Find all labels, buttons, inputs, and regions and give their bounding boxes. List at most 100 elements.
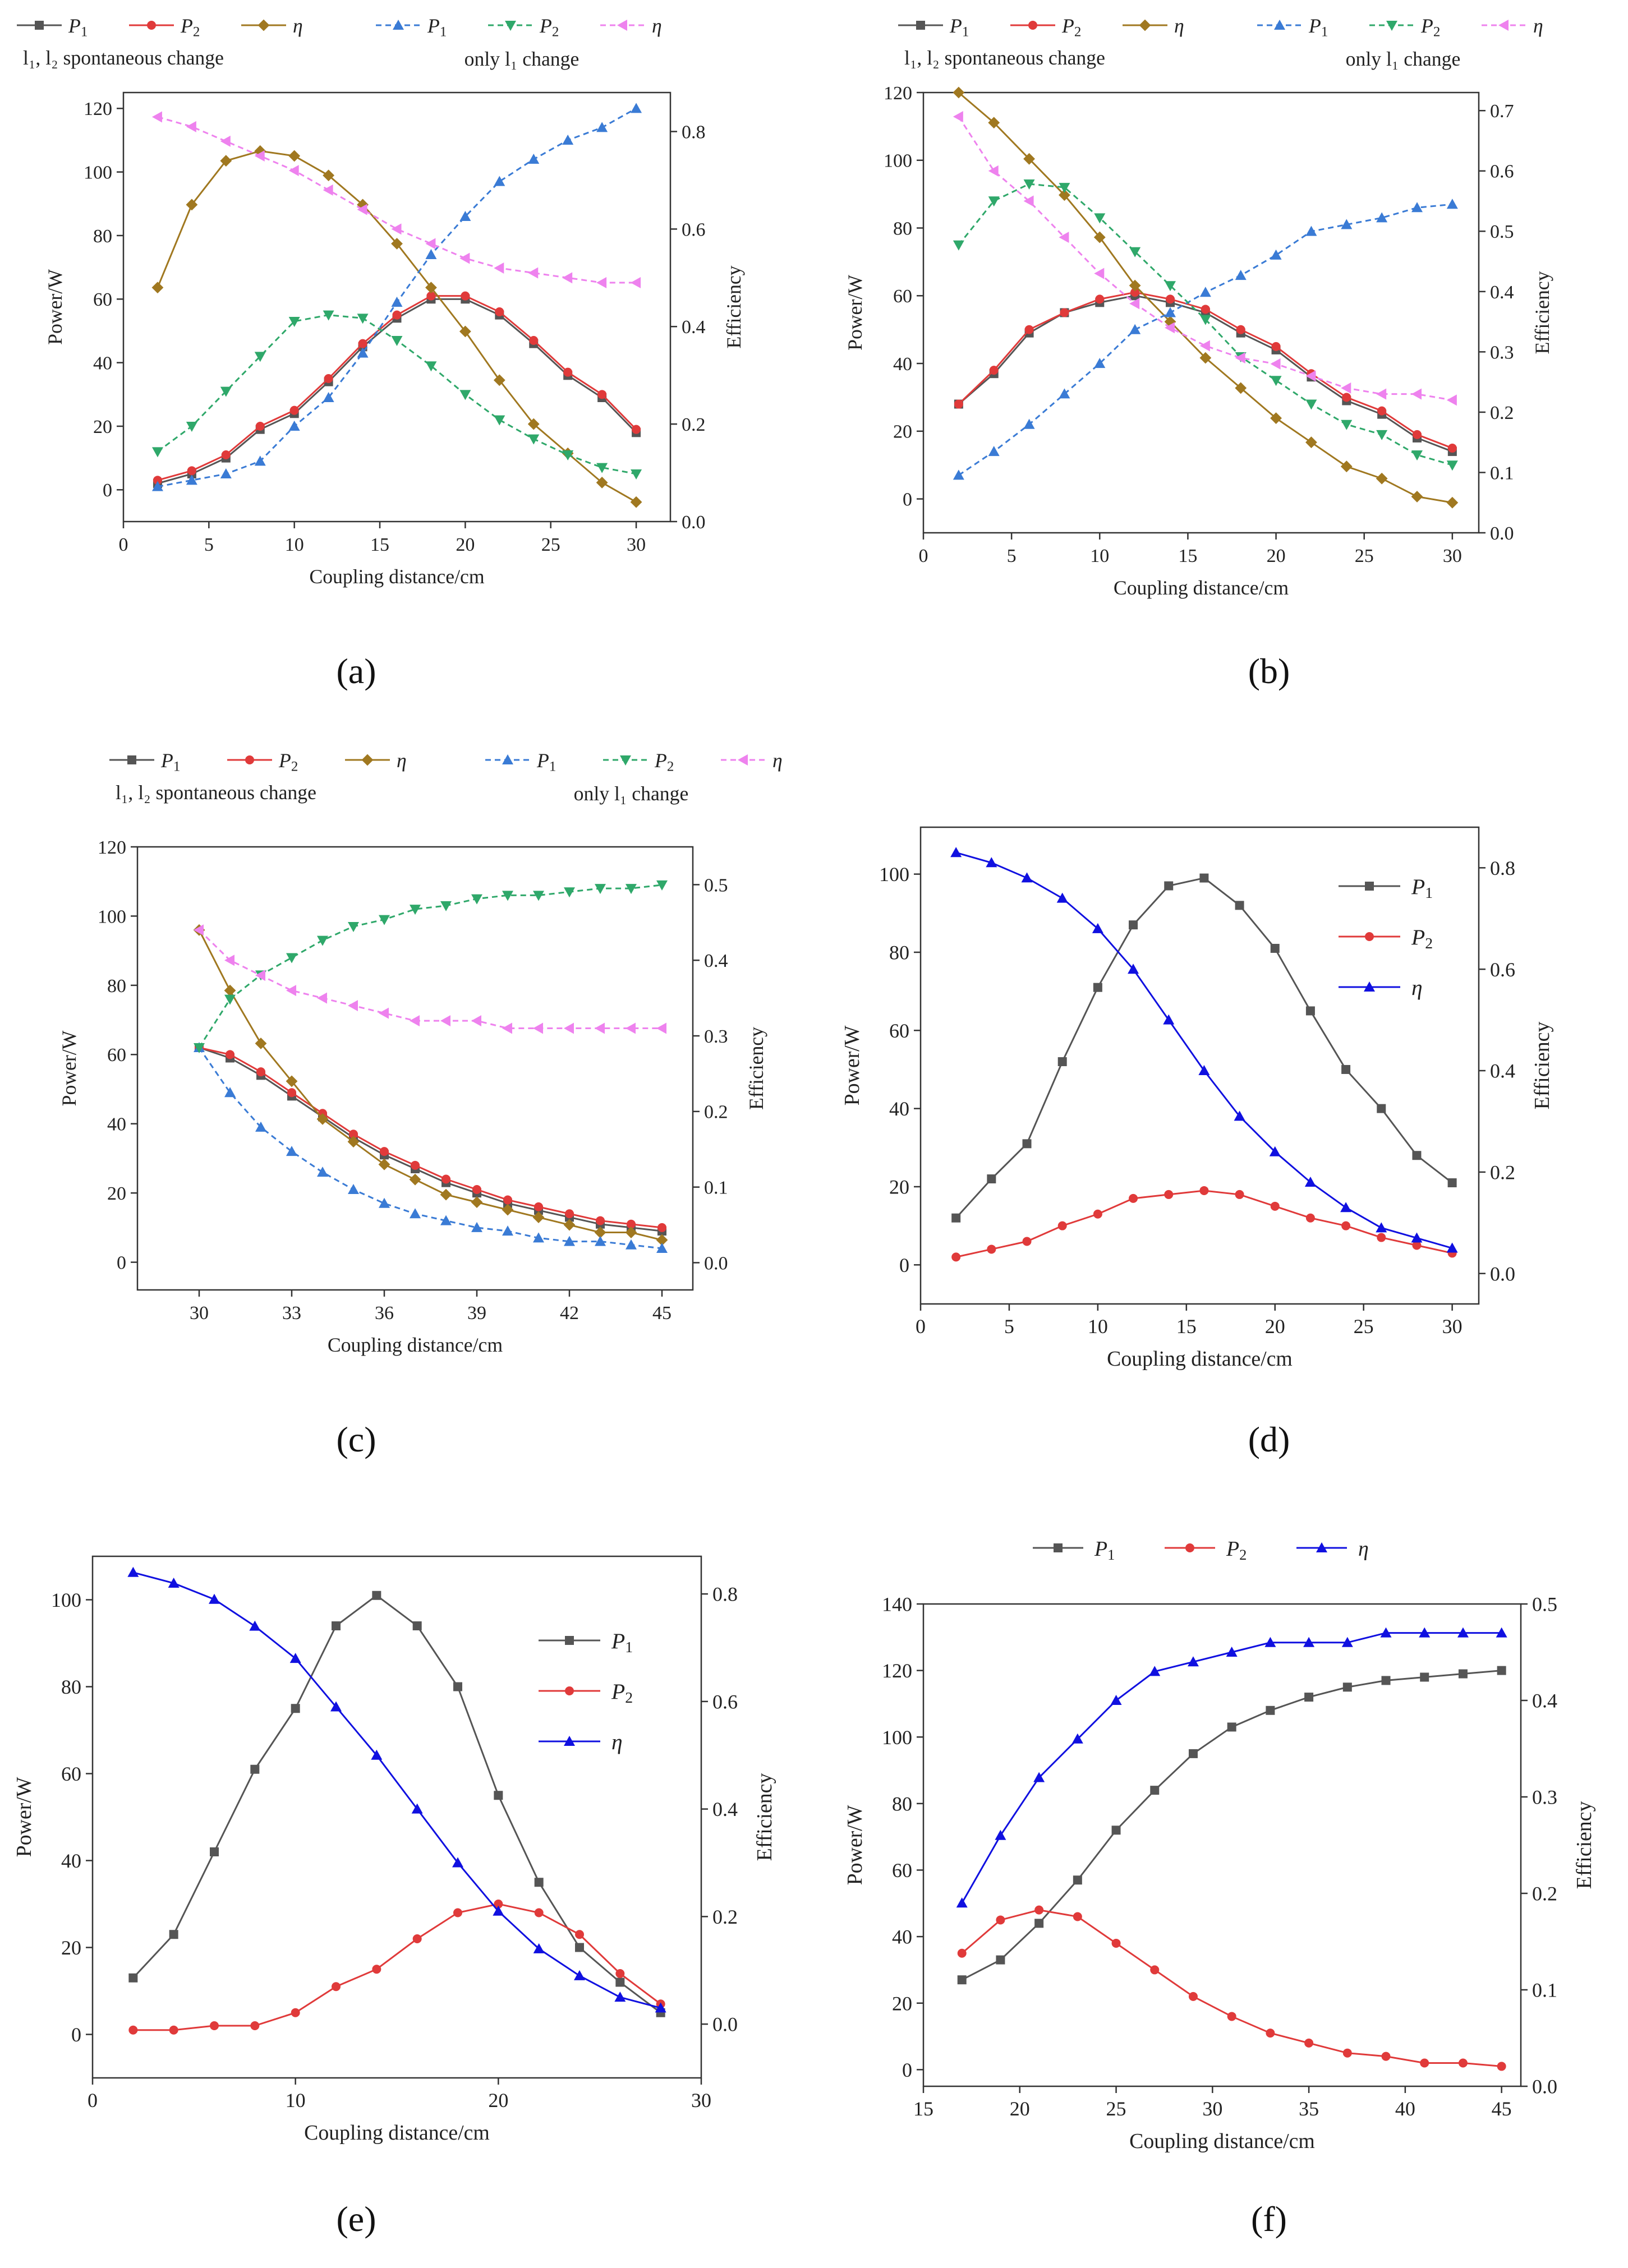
data-point xyxy=(128,1973,138,1983)
data-point xyxy=(493,1905,504,1916)
y-tick-label: 100 xyxy=(884,151,912,172)
data-point xyxy=(471,1015,481,1027)
data-point xyxy=(988,196,1000,207)
y2-tick-label: 0.0 xyxy=(704,1253,728,1274)
series-line xyxy=(198,1047,663,1250)
data-point xyxy=(1165,307,1176,317)
x-tick-label: 39 xyxy=(467,1303,486,1324)
data-point xyxy=(533,891,544,901)
data-point xyxy=(502,1225,513,1236)
y-tick-label: 0 xyxy=(103,480,112,501)
data-point xyxy=(596,122,608,132)
legend-label-base: P xyxy=(160,749,173,772)
data-point xyxy=(425,249,437,259)
data-point xyxy=(1129,298,1140,310)
data-point xyxy=(249,1620,261,1631)
data-point xyxy=(440,901,452,911)
series-0 xyxy=(195,1043,666,1236)
data-point xyxy=(1165,281,1176,292)
group-label-spontaneous: l₁, l₂ spontaneous change xyxy=(23,47,224,69)
data-point xyxy=(1420,2058,1429,2068)
data-point xyxy=(656,1022,666,1034)
data-point xyxy=(494,262,504,274)
data-point xyxy=(128,2025,138,2035)
data-point xyxy=(1341,1221,1351,1230)
series-2 xyxy=(956,1627,1507,1908)
data-point xyxy=(562,272,573,284)
data-point xyxy=(1164,881,1174,891)
data-point xyxy=(371,1749,383,1760)
data-point xyxy=(255,970,265,981)
data-point xyxy=(1130,288,1140,297)
legend-marker xyxy=(245,755,254,764)
x-axis-label: Coupling distance/cm xyxy=(1107,1347,1293,1371)
y-tick-label: 20 xyxy=(61,1937,81,1959)
data-point xyxy=(1199,1186,1209,1195)
data-point xyxy=(1023,418,1035,429)
legend-label: P1 xyxy=(160,749,180,774)
data-point xyxy=(1303,1637,1315,1647)
legend-marker xyxy=(1365,932,1374,941)
legend-label-base: P xyxy=(949,15,962,37)
legend-label: P1 xyxy=(1308,15,1328,39)
data-point xyxy=(1059,183,1070,193)
x-tick-label: 30 xyxy=(190,1303,209,1324)
data-point xyxy=(1446,460,1458,471)
x-tick-label: 25 xyxy=(1106,2098,1126,2120)
data-point xyxy=(1457,1627,1469,1638)
y-tick-label: 40 xyxy=(893,354,912,375)
series-3 xyxy=(953,199,1458,480)
legend-marker xyxy=(361,754,374,766)
data-point xyxy=(995,1829,1006,1840)
data-point xyxy=(1034,1905,1044,1915)
legend-label-base: P xyxy=(1308,15,1321,37)
data-point xyxy=(472,1185,481,1195)
data-point xyxy=(440,1215,452,1225)
data-point xyxy=(151,481,163,491)
series-0 xyxy=(128,1591,665,2017)
data-point xyxy=(411,1803,423,1814)
data-point xyxy=(631,277,641,289)
data-point xyxy=(1022,1237,1032,1246)
y-tick-label: 40 xyxy=(892,1926,912,1948)
legend-label-base: η xyxy=(652,15,662,37)
x-tick-label: 36 xyxy=(375,1303,394,1324)
axes: 0 5 10 15 20 25 30 0 20 40 60 80 100 120 0.0 0.2 0.4 0.6 0… xyxy=(44,91,745,588)
data-point xyxy=(409,1173,421,1186)
data-point xyxy=(1073,1912,1082,1921)
legend-label: P1 xyxy=(611,1629,633,1656)
data-point xyxy=(250,1764,260,1774)
x-tick-label: 25 xyxy=(541,534,560,555)
data-point xyxy=(1376,430,1388,440)
series-0 xyxy=(957,1666,1506,1985)
data-point xyxy=(289,405,299,415)
y2-tick-label: 0.4 xyxy=(704,951,728,971)
y-axis-label: Power/W xyxy=(58,1030,80,1106)
x-tick-label: 20 xyxy=(456,534,475,555)
x-tick-label: 0 xyxy=(919,546,928,566)
y2-tick-label: 0.5 xyxy=(704,875,728,896)
y-tick-label: 80 xyxy=(107,976,126,997)
legend-marker xyxy=(1185,1543,1194,1552)
data-point xyxy=(615,1977,625,1987)
series-line xyxy=(133,1903,661,2031)
data-point xyxy=(656,880,668,891)
data-point xyxy=(1304,1176,1316,1187)
y-tick-label: 120 xyxy=(884,83,912,104)
y2-tick-label: 0.8 xyxy=(682,122,706,142)
data-point xyxy=(1420,1672,1429,1682)
data-point xyxy=(1446,496,1459,509)
y-tick-label: 20 xyxy=(93,417,112,437)
x-tick-label: 35 xyxy=(1299,2098,1319,2120)
data-point xyxy=(1446,199,1458,209)
data-point xyxy=(1111,1938,1121,1948)
data-point xyxy=(615,1969,625,1978)
axes: 15 20 25 30 35 40 45 0 20 40 60 80 100 120 140 0.0 0.1 0.… xyxy=(843,1593,1596,2153)
legend-label-sub: 1 xyxy=(1321,24,1328,39)
data-point xyxy=(255,422,265,431)
y-tick-label: 60 xyxy=(893,286,912,307)
data-point xyxy=(392,310,402,320)
data-point xyxy=(349,1130,358,1139)
series-2 xyxy=(127,1566,666,2013)
series-0 xyxy=(951,873,1457,1223)
